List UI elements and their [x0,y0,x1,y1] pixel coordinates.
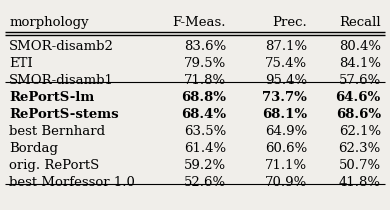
Text: 61.4%: 61.4% [184,142,226,155]
Text: best Bernhard: best Bernhard [9,125,105,138]
Text: ETI: ETI [9,57,33,70]
Text: morphology: morphology [9,16,89,29]
Text: SMOR-disamb2: SMOR-disamb2 [9,40,114,53]
Text: 79.5%: 79.5% [184,57,226,70]
Text: 64.6%: 64.6% [336,91,381,104]
Text: 68.1%: 68.1% [262,108,307,121]
Text: F-Meas.: F-Meas. [172,16,226,29]
Text: 57.6%: 57.6% [339,74,381,87]
Text: best Morfessor 1.0: best Morfessor 1.0 [9,176,135,189]
Text: Prec.: Prec. [273,16,307,29]
Text: SMOR-disamb1: SMOR-disamb1 [9,74,114,87]
Text: 68.8%: 68.8% [181,91,226,104]
Text: 71.1%: 71.1% [265,159,307,172]
Text: RePortS-lm: RePortS-lm [9,91,94,104]
Text: orig. RePortS: orig. RePortS [9,159,99,172]
Text: 59.2%: 59.2% [184,159,226,172]
Text: 41.8%: 41.8% [339,176,381,189]
Text: 62.1%: 62.1% [339,125,381,138]
Text: 63.5%: 63.5% [184,125,226,138]
Text: 80.4%: 80.4% [339,40,381,53]
Text: 50.7%: 50.7% [339,159,381,172]
Text: RePortS-stems: RePortS-stems [9,108,119,121]
Text: Recall: Recall [339,16,381,29]
Text: 95.4%: 95.4% [265,74,307,87]
Text: 62.3%: 62.3% [339,142,381,155]
Text: 68.4%: 68.4% [181,108,226,121]
Text: 84.1%: 84.1% [339,57,381,70]
Text: 75.4%: 75.4% [265,57,307,70]
Text: 52.6%: 52.6% [184,176,226,189]
Text: 83.6%: 83.6% [184,40,226,53]
Text: 60.6%: 60.6% [265,142,307,155]
Text: 73.7%: 73.7% [262,91,307,104]
Text: 70.9%: 70.9% [265,176,307,189]
Text: 68.6%: 68.6% [336,108,381,121]
Text: 71.8%: 71.8% [184,74,226,87]
Text: Bordag: Bordag [9,142,58,155]
Text: 87.1%: 87.1% [265,40,307,53]
Text: 64.9%: 64.9% [265,125,307,138]
